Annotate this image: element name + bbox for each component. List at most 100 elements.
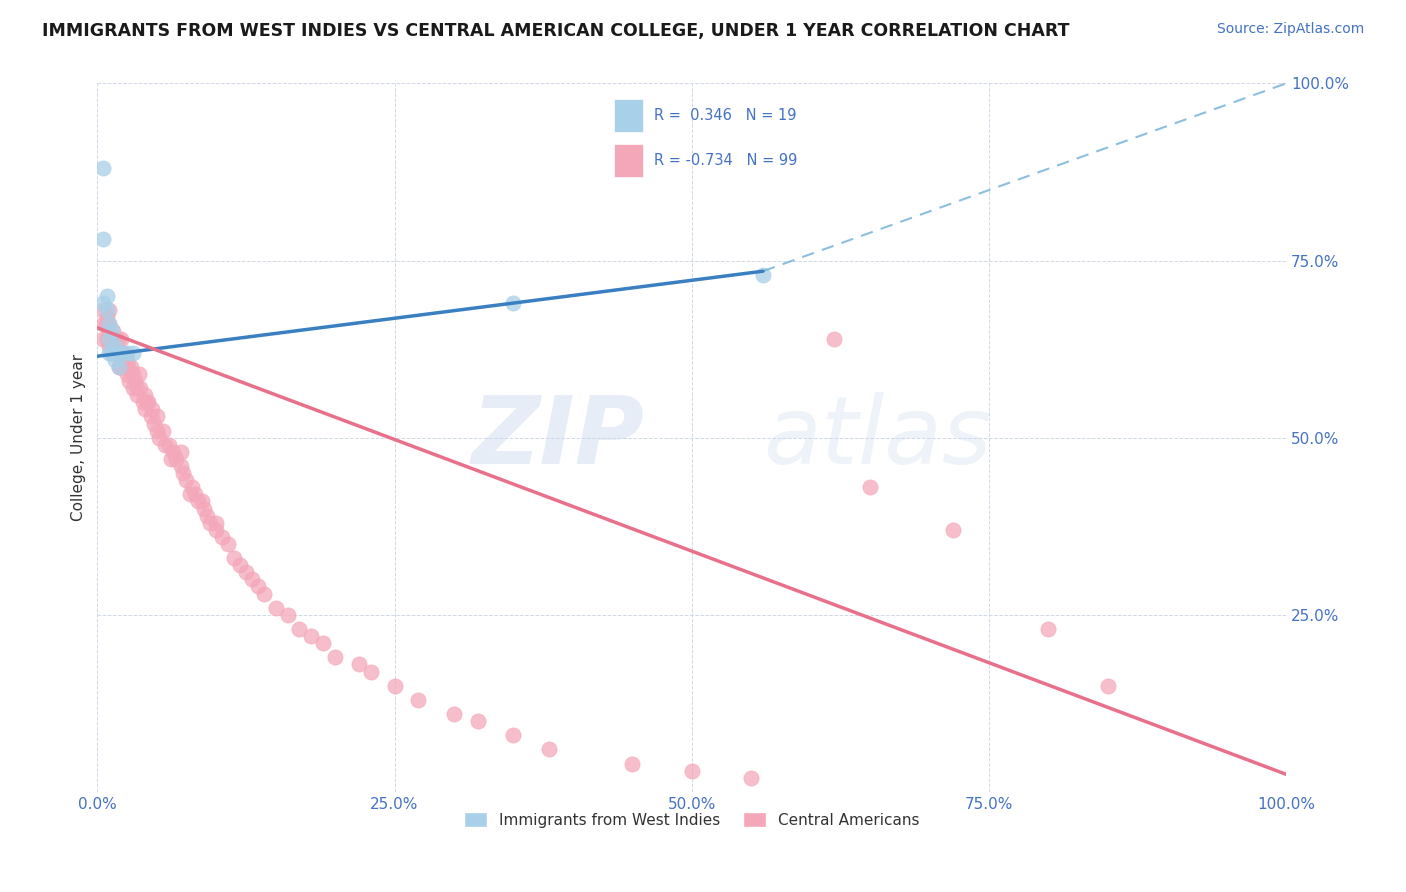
Point [169,445,191,459]
Point [91,232,114,246]
Text: IMMIGRANTS FROM WEST INDIES VS CENTRAL AMERICAN COLLEGE, UNDER 1 YEAR CORRELATIO: IMMIGRANTS FROM WEST INDIES VS CENTRAL A… [42,22,1070,40]
Point [141,402,163,417]
Point [240,573,263,587]
Point [100,325,122,339]
Point [277,607,299,622]
Point [406,693,429,707]
Point [120,359,142,374]
Point [176,473,198,487]
Point [98,303,121,318]
Point [107,331,129,345]
Point [98,325,121,339]
Point [96,310,118,325]
Point [125,381,148,395]
Point [128,367,150,381]
Point [115,352,138,367]
Point [740,771,762,785]
Point [138,395,160,409]
Point [110,331,132,345]
Point [621,756,644,771]
Point [131,395,153,409]
Point [98,318,121,332]
Point [443,706,465,721]
Point [1038,622,1060,636]
Point [153,438,176,452]
Point [115,367,138,381]
Point [823,331,845,345]
Point [264,600,287,615]
Point [107,359,129,374]
Point [169,458,191,473]
Point [165,452,187,467]
Point [157,438,180,452]
Point [100,345,122,359]
Point [96,331,118,345]
Point [181,480,204,494]
Point [96,289,118,303]
Point [467,714,489,728]
Point [187,494,209,508]
Point [129,381,152,395]
Point [205,516,228,530]
Text: atlas: atlas [763,392,991,483]
Point [205,523,228,537]
Point [104,338,127,352]
Point [100,345,122,359]
Point [91,296,114,310]
Point [136,395,159,409]
Point [179,487,201,501]
Legend: Immigrants from West Indies, Central Americans: Immigrants from West Indies, Central Ame… [457,805,925,834]
Point [1097,679,1119,693]
Point [139,409,162,424]
Point [235,566,257,580]
Text: ZIP: ZIP [471,392,644,483]
Point [942,523,965,537]
Point [98,318,121,332]
Point [125,388,148,402]
Point [104,345,127,359]
Point [191,494,214,508]
Point [104,352,127,367]
Point [124,374,146,388]
Point [114,359,136,374]
Point [91,318,114,332]
Point [98,345,121,359]
Point [105,345,128,359]
Point [184,487,207,501]
Point [110,359,132,374]
Point [193,501,215,516]
Point [91,303,114,318]
Point [118,374,141,388]
Point [94,318,117,332]
Point [122,381,145,395]
Point [752,268,775,282]
Text: Source: ZipAtlas.com: Source: ZipAtlas.com [1216,22,1364,37]
Point [229,558,252,573]
Point [299,629,322,643]
Point [100,331,122,345]
Point [122,367,145,381]
Point [384,679,406,693]
Point [107,359,129,374]
Point [200,516,222,530]
Point [112,345,135,359]
Point [360,665,382,679]
Point [172,466,194,480]
Point [211,530,233,544]
Point [217,537,239,551]
Point [246,579,269,593]
Point [143,417,166,431]
Point [222,551,245,566]
Point [146,424,169,438]
Point [104,331,127,345]
Point [148,431,170,445]
Point [146,409,169,424]
Point [160,452,183,467]
Point [681,764,703,778]
Point [96,303,118,318]
Point [502,296,524,310]
Point [323,650,346,665]
Point [134,388,156,402]
Point [134,402,156,417]
Point [107,345,129,359]
